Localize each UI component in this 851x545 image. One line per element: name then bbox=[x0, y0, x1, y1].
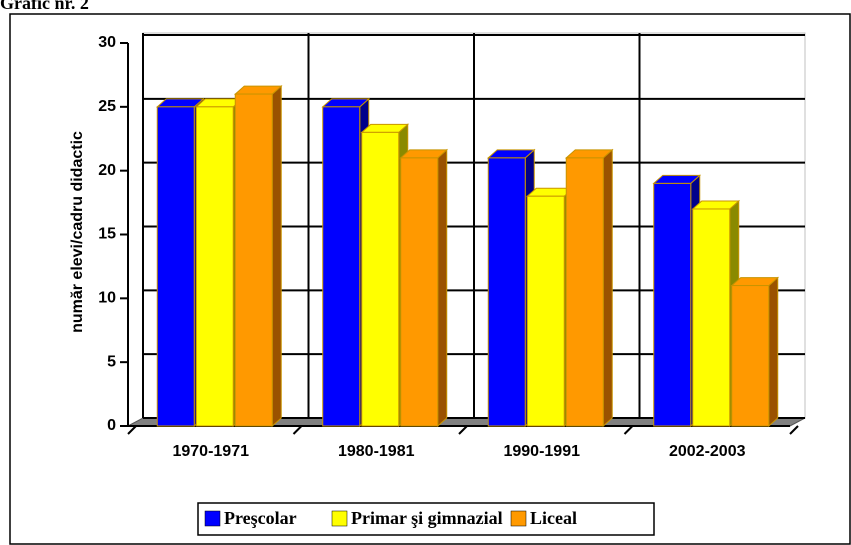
x-tick-label: 1990-1991 bbox=[503, 443, 580, 460]
y-tick-label: 30 bbox=[98, 34, 116, 51]
bar-front bbox=[487, 157, 526, 427]
legend bbox=[197, 502, 655, 536]
bar-front bbox=[195, 106, 234, 427]
bar-top bbox=[486, 149, 536, 159]
bar-top bbox=[360, 123, 410, 133]
x-tick bbox=[458, 425, 468, 435]
bar-front bbox=[692, 208, 731, 427]
bar-front bbox=[653, 182, 692, 427]
bar bbox=[730, 276, 780, 428]
bar-side bbox=[602, 148, 613, 428]
bar bbox=[399, 148, 449, 428]
bar-front bbox=[731, 285, 770, 427]
bar-front bbox=[526, 195, 565, 427]
x-tick bbox=[789, 425, 799, 435]
bar-side bbox=[271, 84, 282, 428]
x-tick bbox=[623, 425, 634, 435]
y-tick-label: 0 bbox=[107, 417, 116, 434]
bar-top bbox=[399, 149, 449, 159]
y-tick-label: 10 bbox=[98, 290, 116, 307]
x-tick-label: 2002-2003 bbox=[669, 443, 746, 460]
legend-label: Primar şi gimnazial bbox=[351, 508, 503, 528]
bar-top bbox=[730, 277, 780, 287]
legend-swatch bbox=[331, 510, 348, 527]
legend-label: Preşcolar bbox=[224, 508, 297, 528]
bar bbox=[564, 148, 614, 428]
bar bbox=[233, 84, 283, 428]
bar-front bbox=[156, 106, 195, 427]
x-tick bbox=[127, 425, 137, 435]
bar-top bbox=[155, 98, 205, 108]
bar-front bbox=[400, 157, 439, 427]
bar-side bbox=[768, 276, 779, 428]
y-tick-label: 5 bbox=[107, 353, 116, 370]
bar-top bbox=[691, 200, 741, 210]
x-tick-label: 1970-1971 bbox=[172, 443, 249, 460]
y-tick-label: 20 bbox=[98, 162, 116, 179]
y-tick-label: 25 bbox=[98, 98, 116, 115]
bar-front bbox=[234, 93, 273, 427]
legend-swatch bbox=[510, 510, 527, 527]
bar-front bbox=[322, 106, 361, 427]
x-tick bbox=[292, 425, 303, 435]
legend-label: Liceal bbox=[530, 508, 577, 528]
bar-front bbox=[361, 131, 400, 427]
chart-title: Grafic nr. 2 bbox=[0, 0, 89, 13]
bar-side bbox=[437, 148, 448, 428]
y-axis-label: număr elevi/cadru didactic bbox=[69, 131, 86, 333]
bar-top bbox=[233, 85, 283, 95]
x-tick-label: 1980-1981 bbox=[338, 443, 415, 460]
bar-top bbox=[652, 174, 702, 184]
bar-front bbox=[565, 157, 604, 427]
y-tick-label: 15 bbox=[98, 226, 116, 243]
bar-top bbox=[321, 98, 371, 108]
legend-swatch bbox=[204, 510, 221, 527]
bar-top bbox=[564, 149, 614, 159]
